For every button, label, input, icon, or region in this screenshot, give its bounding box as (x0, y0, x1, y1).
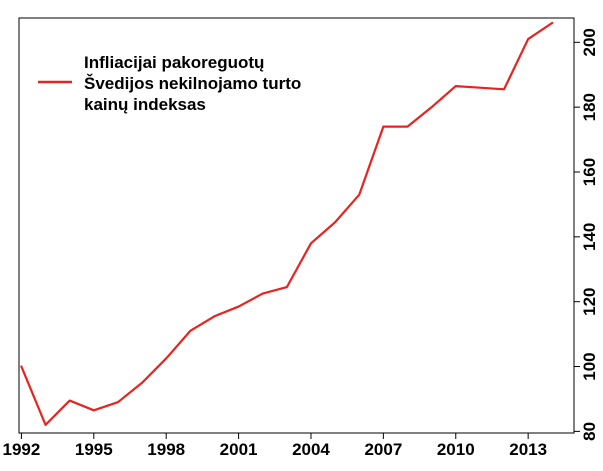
y-tick-label: 120 (580, 288, 599, 316)
series-line (20, 21, 554, 426)
y-tick-label: 100 (580, 352, 599, 380)
y-tick-label: 180 (580, 93, 599, 121)
y-tick-label: 160 (580, 158, 599, 186)
x-tick-label: 2013 (509, 440, 547, 459)
plot-frame (18, 17, 575, 434)
legend: Infliacijai pakoreguotų Švedijos nekilno… (38, 53, 301, 114)
y-tick-label: 80 (580, 422, 599, 441)
x-tick-label: 1995 (75, 440, 113, 459)
x-tick-label: 2010 (437, 440, 475, 459)
x-axis: 1992 1995 1998 2001 2004 2007 2010 2013 (2, 433, 547, 459)
series-layer (20, 21, 554, 426)
legend-text-line-2: Švedijos nekilnojamo turto (84, 74, 301, 93)
x-tick-label: 2007 (364, 440, 402, 459)
x-tick-label: 1998 (147, 440, 185, 459)
x-tick-label: 2004 (292, 440, 330, 459)
legend-text-line-3: kainų indeksas (84, 95, 206, 114)
legend-text-line-1: Infliacijai pakoreguotų (84, 53, 264, 72)
y-tick-label: 200 (580, 28, 599, 56)
x-tick-label: 2001 (220, 440, 258, 459)
y-tick-label: 140 (580, 223, 599, 251)
y-axis: 80 100 120 140 160 180 200 (574, 28, 599, 441)
x-tick-label: 1992 (2, 440, 40, 459)
